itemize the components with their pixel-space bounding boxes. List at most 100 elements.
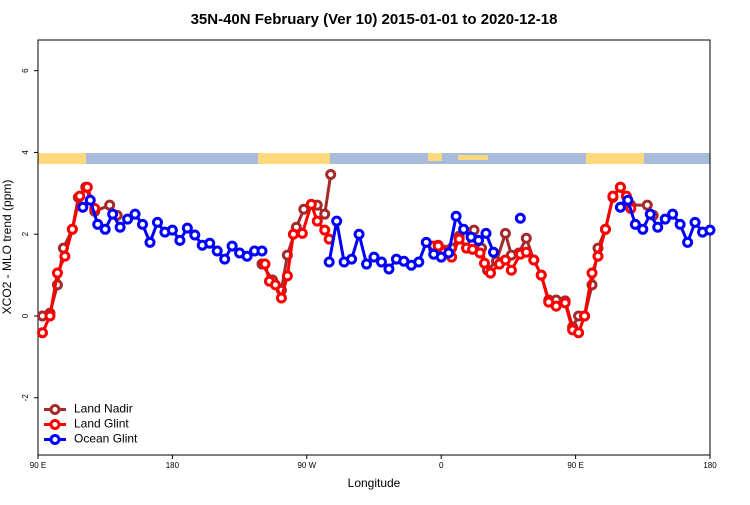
data-point [211,245,223,257]
data-point [305,198,317,210]
y-tick-label: 2 [21,231,30,236]
data-point [74,190,86,202]
land-strip [458,155,488,160]
data-point [599,223,611,235]
data-point [36,327,48,339]
y-tick-label: -2 [21,394,30,402]
x-tick-label: 90 W [297,461,316,470]
data-point [473,234,485,246]
legend-marker [49,419,61,430]
data-point [499,227,511,239]
data-point [92,218,104,230]
data-point [453,233,465,245]
data-point [319,208,331,220]
data-point [353,228,365,240]
data-point [622,194,634,206]
x-tick-label: 180 [166,461,180,470]
data-point [189,229,201,241]
y-tick-label: 6 [21,68,30,73]
data-point [287,228,299,240]
data-point [586,267,598,279]
data-point [81,181,93,193]
legend-marker [49,434,61,445]
land-mask [38,153,710,164]
data-point [644,208,656,220]
data-point [629,218,641,230]
data-point [674,218,686,230]
data-point [226,240,238,252]
data-point [84,194,96,206]
data-point [241,250,253,262]
data-point [499,254,511,266]
data-point [275,292,287,304]
data-point [331,215,343,227]
data-point [641,199,653,211]
data-point [311,215,323,227]
data-point [51,267,63,279]
data-point [704,224,716,236]
data-point [479,257,491,269]
data-point [114,221,126,233]
data-point [107,208,119,220]
data-point [458,223,470,235]
data-point [383,263,395,275]
data-point [535,269,547,281]
data-point [480,227,492,239]
data-point [59,250,71,262]
data-point [637,223,649,235]
data-point [296,227,308,239]
land-strip [586,153,644,164]
legend-label: Land Glint [74,417,129,431]
data-point [204,237,216,249]
data-point [181,222,193,234]
legend-label: Land Nadir [74,402,133,416]
data-point [514,212,526,224]
data-point [420,236,432,248]
data-point [614,201,626,213]
data-point [592,250,604,262]
data-point [579,310,591,322]
data-point [104,199,116,211]
land-strip [258,153,330,164]
data-point [256,245,268,257]
data-point [375,256,387,268]
y-axis-label: XCO2 - MLO trend (ppm) [0,180,14,315]
data-point [505,264,517,276]
data-point [520,246,532,258]
data-point [144,236,156,248]
data-point [474,247,486,259]
legend-marker [49,404,61,415]
data-point [129,208,141,220]
chart-title: 35N-40N February (Ver 10) 2015-01-01 to … [191,11,558,28]
data-point [450,210,462,222]
data-point [368,251,380,263]
x-tick-label: 90 E [30,461,46,470]
data-point [559,297,571,309]
data-point [325,169,337,181]
data-point [166,224,178,236]
data-point [77,201,89,213]
data-point [607,190,619,202]
y-tick-label: 0 [21,313,30,318]
data-point [298,203,310,215]
legend-label: Ocean Glint [74,432,138,446]
data-point [573,327,585,339]
x-tick-label: 0 [439,461,444,470]
land-strip [428,153,442,161]
data-point [528,254,540,266]
data-point [432,240,444,252]
data-point [689,216,701,228]
data-point [137,218,149,230]
data-point [487,246,499,258]
data-point [319,224,331,236]
data-point [99,223,111,235]
data-point [484,267,496,279]
data-point [361,258,373,270]
data-point [122,213,134,225]
data-point [550,300,562,312]
data-point [323,256,335,268]
data-point [259,258,271,270]
x-axis-label: Longitude [348,476,401,490]
